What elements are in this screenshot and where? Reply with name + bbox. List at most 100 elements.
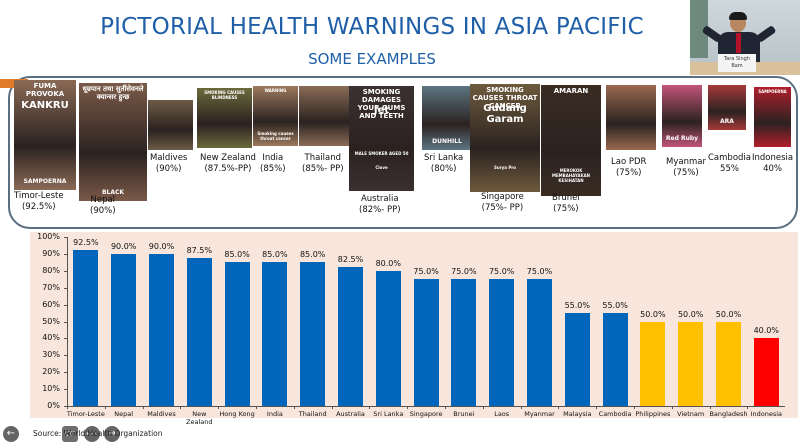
bar-value-label: 87.5% — [186, 246, 212, 256]
pack-caption: Cambodia 55% — [708, 153, 751, 175]
warning-pack-image — [606, 85, 656, 150]
y-tick-mark — [64, 372, 67, 374]
x-category-label: Philippines — [635, 410, 671, 418]
warning-pack-image: SMOKING CAUSES THROAT CANCER Gudang Garam… — [470, 84, 540, 192]
slide-subtitle: SOME EXAMPLES — [308, 50, 436, 68]
pack-percentage-label: (90%) — [155, 164, 182, 174]
bar-value-label: 85.0% — [262, 250, 288, 260]
bar — [678, 321, 704, 406]
warning-pack-image: Red Ruby — [662, 85, 702, 147]
pack-top-text: SMOKING CAUSES BLINDNESS — [204, 90, 245, 100]
pack-caption: Lao PDR (75%) — [611, 157, 646, 179]
x-tick-mark — [558, 406, 560, 409]
x-tick-mark — [293, 406, 295, 409]
bar-value-label: 55.0% — [602, 301, 628, 311]
pack-caption: Thailand (85%- PP) — [302, 153, 344, 175]
pack-country-label: Australia — [360, 194, 399, 204]
bar-value-label: 92.5% — [73, 237, 99, 247]
source-citation: Source: World Health Organization — [33, 429, 163, 438]
warning-pack-image — [299, 86, 349, 146]
pack-country-label: Singapore — [481, 192, 524, 202]
pack-country-label: Cambodia — [708, 153, 751, 163]
y-tick-label: 60% — [42, 299, 60, 309]
warning-pack-image: SMOKING CAUSES BLINDNESS — [197, 88, 252, 148]
more-options-icon[interactable]: ••• — [84, 426, 100, 442]
forward-arrow-icon[interactable]: → — [104, 426, 120, 442]
pack-brand-text: KANKRU — [21, 100, 69, 111]
y-tick-label: 90% — [42, 248, 60, 258]
x-tick-mark — [482, 406, 484, 409]
bar — [489, 279, 515, 406]
y-tick-label: 10% — [42, 384, 60, 394]
presentation-controls: ← CC ••• → — [0, 425, 200, 442]
x-tick-mark — [407, 406, 409, 409]
warning-pack-image: SAMPOERNA — [754, 87, 791, 147]
speaker-video-thumbnail[interactable]: Tara Singh Bam — [690, 0, 800, 75]
warning-pack-image: AMARAN MEROKOK MEMBAHAYAKAN KESIHATAN — [541, 85, 601, 196]
x-tick-mark — [218, 406, 220, 409]
x-tick-mark — [331, 406, 333, 409]
pack-percentage-label: 40% — [763, 164, 782, 174]
captions-icon[interactable]: CC — [62, 426, 78, 442]
x-tick-mark — [104, 406, 106, 409]
x-category-label: Indonesia — [750, 410, 783, 418]
y-tick-label: 0% — [47, 401, 60, 410]
y-tick-mark — [64, 406, 67, 407]
pack-percentage-label: (92.5%) — [21, 202, 56, 212]
bar-value-label: 75.0% — [488, 267, 515, 277]
speaker-hair — [729, 12, 747, 20]
warning-pack-image: SMOKING DAMAGES YOUR GUMS AND TEETH Jet MA… — [349, 86, 414, 191]
y-tick-mark — [64, 270, 67, 272]
x-category-label: Singapore — [409, 410, 443, 418]
y-axis-line — [67, 237, 68, 407]
pack-caption: Maldives (90%) — [150, 153, 187, 175]
pack-percentage-label: (82%- PP) — [359, 205, 401, 215]
x-category-label: Australia — [336, 410, 365, 418]
pack-brand-text: Jet — [373, 105, 390, 116]
back-arrow-icon[interactable]: ← — [3, 426, 19, 442]
pack-caption: Nepal (90%) — [90, 195, 116, 217]
warning-pack-image: DUNHILL — [422, 86, 472, 150]
pack-percentage-label: (75%) — [553, 204, 579, 214]
pack-percentage-label: (75%) — [673, 168, 699, 178]
pack-sub-text: Clove — [375, 165, 388, 170]
pack-caption: Australia (82%- PP) — [359, 194, 401, 216]
pack-country-label: Maldives — [150, 153, 188, 163]
y-tick-mark — [64, 253, 67, 255]
y-tick-mark — [64, 304, 67, 306]
x-category-label: Timor-Leste — [66, 410, 105, 418]
bar — [262, 262, 288, 406]
y-tick-label: 80% — [42, 265, 60, 275]
x-category-label: Laos — [494, 410, 510, 418]
pack-top-text: धूम्रपान तथा सुर्तीसेवनले क्यान्सर हुन्छ — [82, 85, 144, 101]
x-tick-mark — [142, 406, 144, 409]
pack-brand-text: Gudang Garam — [483, 103, 527, 125]
pack-percentage-label: (75%- PP) — [481, 203, 524, 213]
pack-sub-text: Smoking causes throat cancer — [257, 131, 294, 141]
nameplate: Tara Singh Bam — [718, 54, 756, 72]
slide-title: PICTORIAL HEALTH WARNINGS IN ASIA PACIFI… — [100, 14, 644, 40]
pack-caption: Singapore (75%- PP) — [481, 192, 524, 214]
bar — [602, 313, 628, 406]
bar-value-label: 85.0% — [224, 250, 250, 260]
window-background — [690, 0, 708, 58]
y-tick-mark — [64, 355, 67, 357]
x-axis-line — [67, 406, 785, 407]
x-tick-mark — [596, 406, 598, 409]
pack-country-label: Thailand — [304, 153, 342, 163]
warning-pack-image — [148, 100, 193, 150]
pack-sub-text: Surya Pro — [493, 165, 517, 170]
pack-bottom-text: BLACK — [101, 189, 125, 196]
pack-top-text: AMARAN — [553, 87, 589, 95]
x-category-label: Brunei — [453, 410, 475, 418]
y-tick-mark — [64, 338, 67, 340]
warning-pack-image: धूम्रपान तथा सुर्तीसेवनले क्यान्सर हुन्छ… — [79, 83, 147, 201]
bar-value-label: 55.0% — [564, 301, 590, 311]
bar — [111, 253, 137, 406]
bar-value-label: 50.0% — [677, 309, 704, 319]
bar-value-label: 75.0% — [451, 267, 477, 277]
x-category-label: Malaysia — [563, 410, 592, 418]
bar-value-label: 75.0% — [526, 267, 553, 277]
y-tick-label: 100% — [37, 232, 60, 241]
warning-pack-image: FUMA PROVOKA KANKRU SAMPOERNA — [14, 80, 76, 190]
